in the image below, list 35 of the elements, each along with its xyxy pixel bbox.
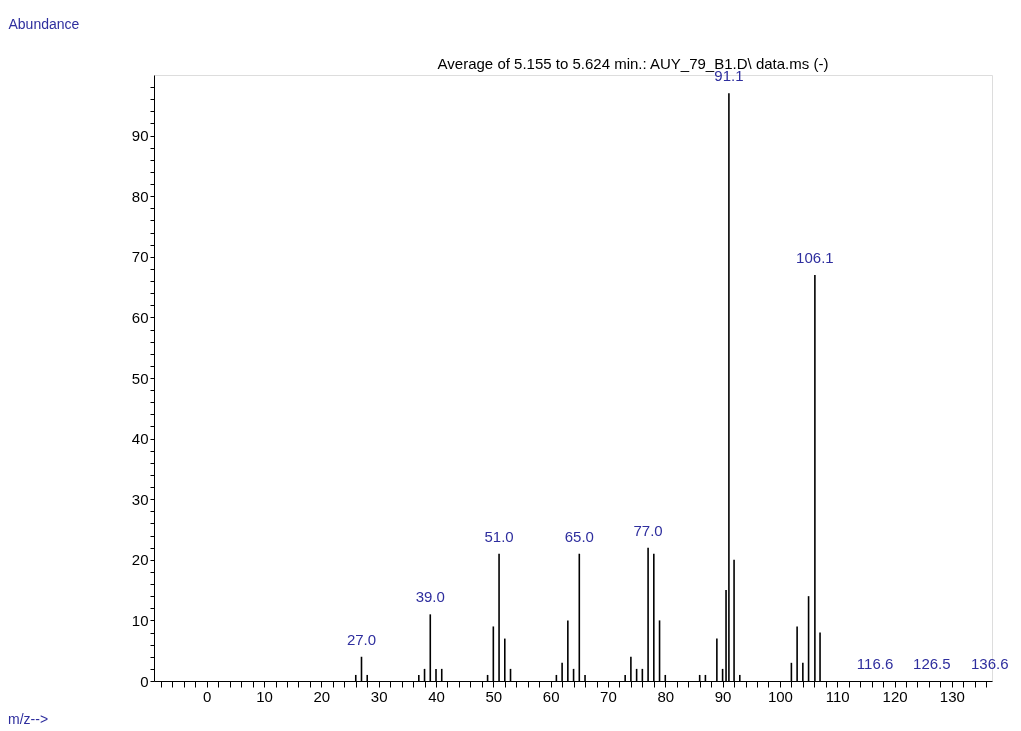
text: m/z--> (8, 711, 49, 727)
annotation: 65.0 (564, 527, 594, 545)
x-tick-label: 50 (485, 687, 503, 705)
y-tick-label: 80 (131, 187, 149, 205)
annotation: 77.0 (633, 521, 663, 539)
x-tick-label: 80 (657, 687, 675, 705)
x-tick-label: 130 (939, 687, 965, 705)
annotation: 51.0 (484, 527, 514, 545)
y-tick-label: 50 (131, 369, 149, 387)
x-tick-label: 10 (256, 687, 273, 705)
y-tick-label: 40 (131, 430, 149, 448)
annotation: 136.6 (970, 655, 1009, 672)
x-tick-label: 30 (370, 687, 388, 705)
x-tick-label: 70 (600, 687, 617, 705)
x-tick-label: 40 (428, 687, 445, 705)
x-tick-label: 110 (825, 687, 850, 705)
x-tick-label: 120 (882, 687, 908, 705)
annotation: 126.5 (913, 655, 951, 672)
y-tick-label: 0 (140, 672, 149, 690)
annotation: 106.1 (796, 248, 834, 266)
x-tick-label: 0 (203, 687, 212, 705)
y-tick-label: 90 (131, 127, 149, 145)
y-tick-label: 30 (131, 490, 149, 508)
x-tick-label: 60 (542, 687, 560, 705)
y-tick-label: 10 (131, 611, 149, 629)
annotation: 116.6 (856, 655, 894, 672)
x-tick-label: 90 (714, 687, 732, 705)
y-tick-label: 20 (131, 551, 149, 569)
annotation: 27.0 (346, 630, 377, 648)
y-tick-label: 70 (131, 248, 149, 266)
annotation: 39.0 (415, 588, 445, 606)
x-tick-label: 20 (313, 687, 331, 705)
y-tick-label: 60 (131, 308, 149, 326)
x-tick-label: 100 (767, 687, 793, 705)
y-axis-title: Abundance (8, 15, 80, 32)
